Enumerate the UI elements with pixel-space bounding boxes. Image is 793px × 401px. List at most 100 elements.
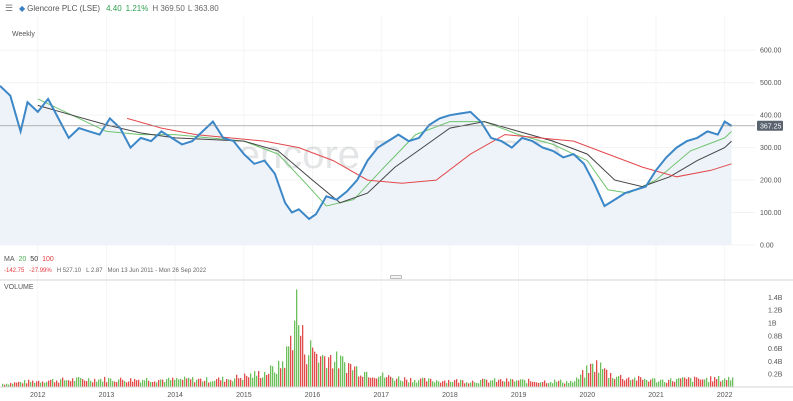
volume-bar <box>292 350 294 387</box>
volume-bar <box>678 378 680 387</box>
volume-bar <box>710 376 712 387</box>
volume-bar <box>652 378 654 387</box>
ma-100-label[interactable]: 100 <box>42 256 54 263</box>
volume-bar <box>466 382 468 387</box>
volume-bar <box>114 381 116 387</box>
hamburger-menu-icon[interactable]: ☰ <box>4 2 14 13</box>
pane-resize-handle[interactable] <box>390 275 402 279</box>
time-tick-label: 2018 <box>442 392 458 399</box>
ma-50-label[interactable]: 50 <box>30 256 39 263</box>
volume-bar <box>54 382 56 387</box>
volume-bar <box>310 340 312 387</box>
volume-bar <box>366 371 368 387</box>
volume-bar <box>244 373 246 387</box>
volume-bar <box>574 381 576 387</box>
volume-bar <box>140 382 142 387</box>
volume-bar <box>150 382 152 387</box>
volume-bar <box>354 366 356 387</box>
volume-bar <box>232 381 234 387</box>
volume-bar <box>506 378 508 387</box>
time-tick-label: 2019 <box>511 392 527 399</box>
volume-bar <box>352 370 354 387</box>
time-tick-label: 2017 <box>373 392 389 399</box>
volume-bar <box>350 363 352 387</box>
volume-bar <box>388 375 390 387</box>
price-line[interactable] <box>0 85 733 221</box>
volume-bar <box>242 379 244 387</box>
volume-bar <box>688 377 690 387</box>
volume-tick-label: 0.8B <box>768 333 783 340</box>
volume-bar <box>14 382 16 387</box>
volume-bar <box>230 379 232 387</box>
volume-bar <box>518 380 520 387</box>
volume-bar <box>122 379 124 387</box>
volume-bar <box>164 382 166 387</box>
volume-bar <box>554 379 556 387</box>
volume-bar <box>92 382 94 387</box>
volume-bar <box>216 379 218 387</box>
volume-bar <box>616 376 618 387</box>
volume-bar <box>152 382 154 387</box>
volume-bar <box>384 377 386 387</box>
price-tick-label: 300.00 <box>760 145 782 152</box>
volume-bar <box>380 375 382 387</box>
volume-bar <box>132 381 134 387</box>
time-tick-label: 2012 <box>30 392 46 399</box>
volume-bar <box>724 378 726 387</box>
volume-bar <box>88 378 90 387</box>
volume-bar <box>336 351 338 387</box>
price-volume-chart[interactable]: Glencore PLC (LSE) 0.00100.00200.00300.0… <box>0 16 793 401</box>
volume-bar <box>260 378 262 387</box>
volume-bar <box>522 379 524 387</box>
period-range: Mon 13 Jun 2011 - Mon 26 Sep 2022 <box>107 268 207 274</box>
volume-bar <box>76 377 78 387</box>
volume-bar <box>664 382 666 387</box>
volume-bar <box>408 382 410 387</box>
volume-bar <box>598 372 600 387</box>
volume-bar <box>142 379 144 387</box>
volume-bar <box>208 382 210 387</box>
volume-bar <box>504 381 506 387</box>
volume-bar <box>180 378 182 387</box>
price-tick-label: 100.00 <box>760 210 782 217</box>
volume-bar <box>348 363 350 387</box>
volume-bar <box>314 351 316 387</box>
volume-bar <box>622 379 624 387</box>
volume-bar <box>56 380 58 387</box>
volume-bars <box>2 289 734 387</box>
volume-bar <box>108 378 110 387</box>
ma-20-label[interactable]: 20 <box>18 256 27 263</box>
ma-legend[interactable]: MA 20 50 100 <box>4 256 54 263</box>
volume-bar <box>478 383 480 387</box>
volume-bar <box>508 381 510 387</box>
volume-bar <box>212 381 214 387</box>
volume-bar <box>184 376 186 387</box>
volume-bar <box>20 382 22 387</box>
volume-bar <box>422 377 424 387</box>
volume-bar <box>592 363 594 387</box>
volume-bar <box>534 381 536 387</box>
volume-bar <box>702 379 704 387</box>
volume-bar <box>360 375 362 387</box>
volume-bar <box>512 379 514 387</box>
volume-bar <box>700 379 702 387</box>
volume-bar <box>166 379 168 387</box>
volume-bar <box>696 377 698 387</box>
volume-bar <box>168 377 170 387</box>
volume-bar <box>576 377 578 387</box>
volume-bar <box>270 365 272 387</box>
volume-bar <box>660 379 662 387</box>
volume-bar <box>730 380 732 387</box>
volume-bar <box>276 374 278 387</box>
volume-bar <box>698 378 700 387</box>
volume-bar <box>476 383 478 387</box>
volume-bar <box>86 381 88 387</box>
volume-tick-label: 1.2B <box>768 308 783 315</box>
time-axis: 2012 2013 2014 2015 2016 2017 2018 2019 2020 2021… <box>30 392 733 399</box>
diamond-icon: ◆ <box>19 3 26 13</box>
volume-bar <box>338 368 340 387</box>
volume-bar <box>30 381 32 387</box>
volume-bar <box>296 289 298 387</box>
volume-bar <box>362 376 364 387</box>
volume-bar <box>460 379 462 387</box>
